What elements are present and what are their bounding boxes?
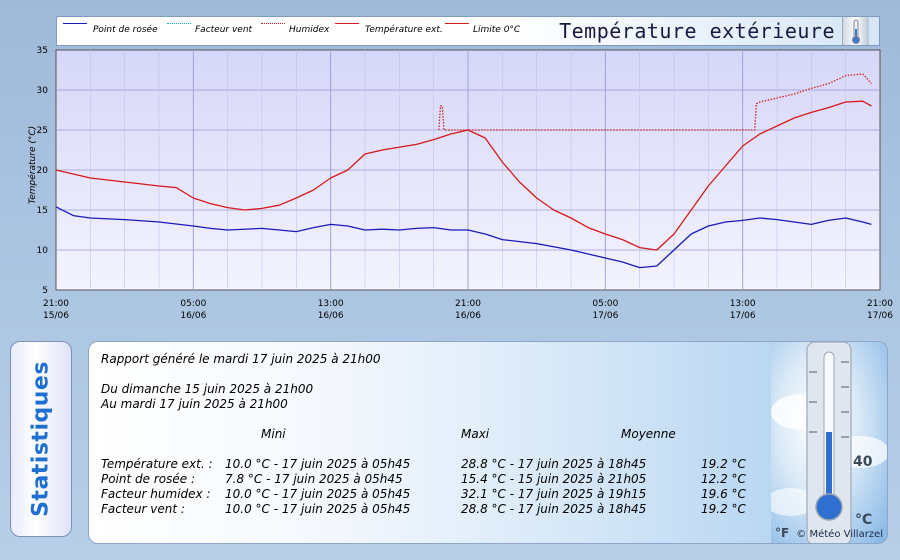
row-label: Point de rosée : <box>101 472 196 486</box>
statistics-tab: Statistiques <box>10 341 72 537</box>
row-maxi: 28.8 °C - 17 juin 2025 à 18h45 <box>461 457 647 471</box>
y-tick-label: 5 <box>42 286 48 296</box>
row-mini: 10.0 °C - 17 juin 2025 à 05h45 <box>225 487 411 501</box>
x-tick-date: 17/06 <box>592 311 618 321</box>
legend-label-windchill: Facteur vent <box>195 25 253 35</box>
thermometer-unit-c: °C <box>855 512 873 528</box>
row-mini: 10.0 °C - 17 juin 2025 à 05h45 <box>225 502 411 516</box>
thermometer-icon <box>842 17 869 45</box>
row-maxi: 28.8 °C - 17 juin 2025 à 18h45 <box>461 502 647 516</box>
chart-title: Température extérieure <box>559 19 835 43</box>
legend-swatch-windchill <box>167 23 191 24</box>
legend-swatch-humidex <box>261 23 285 24</box>
x-tick-date: 15/06 <box>43 311 69 321</box>
y-tick-label: 35 <box>37 46 48 56</box>
x-tick-time: 21:00 <box>43 299 69 309</box>
row-maxi: 32.1 °C - 17 juin 2025 à 19h15 <box>461 487 647 501</box>
row-moyenne: 19.2 °C <box>701 502 746 516</box>
chart-svg: 5 10 15 20 25 30 35 21:00 15/06 05:00 16/06 13:00 16… <box>37 46 894 321</box>
row-label: Facteur vent : <box>101 502 185 516</box>
x-tick-date: 17/06 <box>867 311 893 321</box>
x-tick-time: 13:00 <box>318 299 344 309</box>
report-generated-text: Rapport généré le mardi 17 juin 2025 à 2… <box>101 352 381 366</box>
x-tick-date: 16/06 <box>455 311 481 321</box>
row-label: Facteur humidex : <box>101 487 211 501</box>
row-label: Température ext. : <box>101 457 213 471</box>
legend-label-dewpoint: Point de rosée <box>93 25 158 35</box>
legend-label-zero-limit: Limite 0°C <box>473 25 521 35</box>
copyright-text: © Météo Villarzel <box>796 529 883 540</box>
legend-swatch-temperature <box>335 23 359 24</box>
series-line-humidex <box>438 73 872 131</box>
header-maxi: Maxi <box>461 427 490 441</box>
temperature-chart: 5 10 15 20 25 30 35 21:00 15/06 05:00 16/06 13:00 16… <box>28 16 894 321</box>
chart-legend: Point de rosée Facteur vent Humidex Temp… <box>56 16 880 46</box>
row-maxi: 15.4 °C - 15 juin 2025 à 21h05 <box>461 472 647 486</box>
thermometer-illustration: 40 °C °F <box>765 342 887 543</box>
report-to-text: Au mardi 17 juin 2025 à 21h00 <box>101 397 288 411</box>
y-axis-label: Température (°C) <box>28 125 39 205</box>
y-tick-label: 20 <box>37 166 49 176</box>
header-mini: Mini <box>261 427 286 441</box>
x-tick-date: 17/06 <box>730 311 756 321</box>
row-mini: 7.8 °C - 17 juin 2025 à 05h45 <box>225 472 403 486</box>
thermometer-icon <box>765 342 887 543</box>
row-moyenne: 19.2 °C <box>701 457 746 471</box>
x-tick-time: 13:00 <box>730 299 756 309</box>
statistics-panel: 40 °C °F Rapport généré le mardi 17 juin… <box>88 341 888 544</box>
y-tick-label: 15 <box>37 206 48 216</box>
thermometer-unit-f: °F <box>775 526 790 540</box>
row-mini: 10.0 °C - 17 juin 2025 à 05h45 <box>225 457 411 471</box>
x-tick-date: 16/06 <box>318 311 344 321</box>
header-moyenne: Moyenne <box>621 427 676 441</box>
legend-label-humidex: Humidex <box>289 25 330 35</box>
series-line-point-de-ros-e <box>55 206 872 269</box>
row-moyenne: 12.2 °C <box>701 472 746 486</box>
x-tick-time: 21:00 <box>455 299 481 309</box>
y-tick-label: 30 <box>37 86 49 96</box>
y-tick-label: 10 <box>37 246 49 256</box>
legend-swatch-zero-limit <box>445 23 469 24</box>
series-line-temp-rature-ext- <box>55 100 872 251</box>
report-from-text: Du dimanche 15 juin 2025 à 21h00 <box>101 382 314 396</box>
y-tick-label: 25 <box>37 126 48 136</box>
x-tick-time: 05:00 <box>180 299 206 309</box>
statistics-tab-label: Statistiques <box>28 361 54 517</box>
row-moyenne: 19.6 °C <box>701 487 746 501</box>
legend-label-temperature: Température ext. <box>365 25 443 35</box>
x-tick-date: 16/06 <box>180 311 206 321</box>
thermometer-scale-40: 40 <box>853 454 873 470</box>
x-tick-time: 05:00 <box>592 299 618 309</box>
x-tick-time: 21:00 <box>867 299 893 309</box>
legend-swatch-dewpoint <box>63 23 87 24</box>
